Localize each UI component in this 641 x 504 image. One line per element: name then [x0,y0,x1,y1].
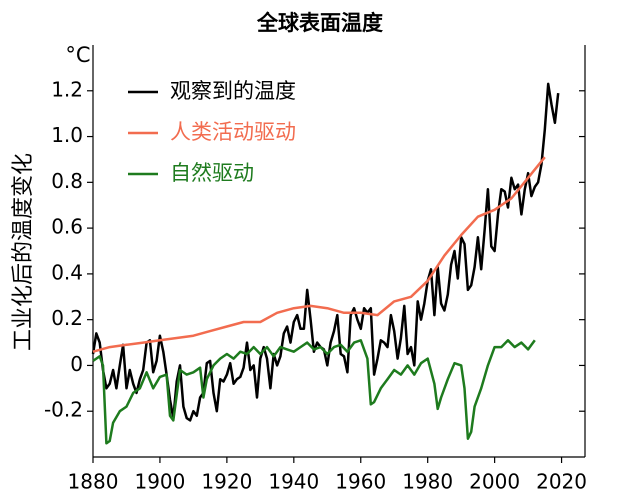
x-tick-label: 1900 [134,470,185,494]
x-tick-label: 1940 [268,470,319,494]
x-tick-label: 1980 [402,470,453,494]
x-tick-label: 1880 [68,470,119,494]
legend-label: 自然驱动 [170,161,254,185]
chart-title: 全球表面温度 [256,11,383,35]
y-tick-label: -0.2 [44,398,83,422]
x-tick-label: 2020 [536,470,587,494]
y-tick-label: 0 [70,352,83,376]
y-tick-label: 0.2 [51,306,83,330]
y-tick-label: 0.8 [51,169,83,193]
legend-label: 人类活动驱动 [170,120,296,144]
y-tick-label: 1.0 [51,123,83,147]
y-tick-label: 0.6 [51,215,83,239]
series-line [92,339,536,445]
series-line [92,156,546,353]
legend-label: 观察到的温度 [170,79,296,103]
y-axis-label: 工业化后的温度变化 [11,153,36,351]
x-tick-label: 1920 [201,470,252,494]
x-tick-label: 2000 [469,470,520,494]
x-tick-label: 1960 [335,470,386,494]
y-unit: °C [65,43,90,67]
y-tick-label: 0.4 [51,260,83,284]
series-line [91,82,560,422]
y-tick-label: 1.2 [51,77,83,101]
